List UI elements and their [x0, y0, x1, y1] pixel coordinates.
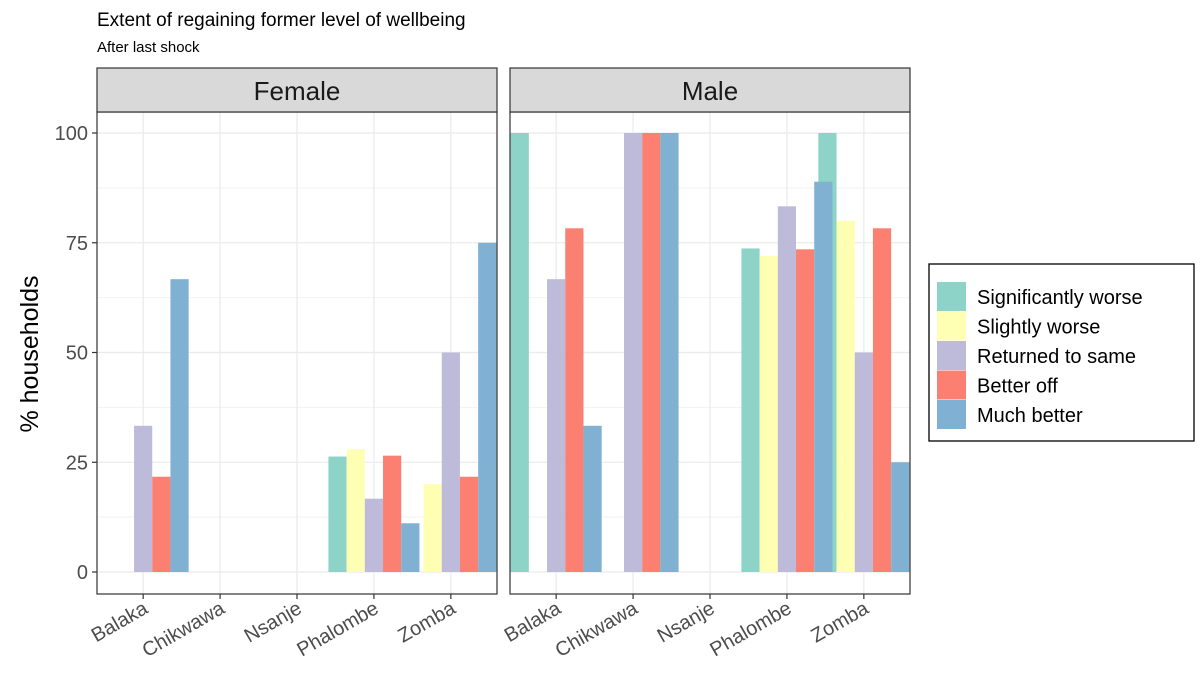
bar-female-balaka-better-off — [152, 476, 171, 572]
legend-key — [937, 311, 966, 341]
x-tick-label: Zomba — [394, 597, 460, 648]
bar-male-phalombe-significantly-worse — [741, 248, 760, 572]
facet-strip-label: Male — [682, 76, 738, 106]
bar-female-zomba-better-off — [459, 476, 479, 572]
facet-strip — [96, 67, 498, 113]
legend-label: Better off — [977, 376, 1058, 398]
y-tick-label: 25 — [66, 452, 88, 474]
x-tick-label: Phalombe — [706, 597, 795, 661]
bar-male-zomba-much-better — [891, 462, 910, 572]
bar-male-balaka-better-off — [565, 228, 584, 572]
bar-male-balaka-returned-to-same — [547, 279, 566, 572]
bar-male-zomba-slightly-worse — [836, 220, 855, 573]
chart-subtitle: After last shock — [97, 39, 200, 56]
x-tick-label: Chikwawa — [139, 597, 230, 662]
bar-male-zomba-returned-to-same — [854, 352, 873, 572]
legend-key — [937, 370, 966, 400]
legend-key — [937, 400, 966, 429]
facet-strip-label: Female — [254, 76, 341, 106]
y-tick-label: 0 — [77, 562, 88, 584]
y-axis-label: % households — [16, 275, 44, 432]
legend-label: Returned to same — [977, 346, 1136, 368]
bar-male-zomba-better-off — [872, 228, 892, 572]
bar-female-balaka-much-better — [170, 279, 189, 572]
bar-female-phalombe-significantly-worse — [328, 456, 347, 572]
facet-strip — [509, 67, 911, 113]
legend: Significantly worse Slightly worse Returne… — [928, 263, 1195, 442]
bar-male-chikwawa-much-better — [660, 133, 679, 572]
bar-female-zomba-returned-to-same — [441, 352, 460, 572]
bar-male-phalombe-returned-to-same — [777, 206, 797, 573]
y-tick-label: 50 — [66, 343, 88, 365]
legend-label: Much better — [977, 405, 1083, 427]
bar-female-phalombe-much-better — [401, 523, 420, 572]
x-tick-label: Zomba — [807, 597, 873, 648]
bar-female-phalombe-returned-to-same — [364, 498, 384, 572]
legend-key — [937, 341, 966, 370]
y-tick-label: 100 — [55, 123, 88, 145]
bar-female-phalombe-slightly-worse — [346, 449, 365, 572]
legend-key — [937, 282, 966, 311]
bar-male-chikwawa-returned-to-same — [623, 133, 643, 572]
bar-male-phalombe-much-better — [814, 181, 833, 572]
bar-female-zomba-much-better — [478, 242, 497, 572]
y-tick-label: 75 — [66, 233, 88, 255]
legend-label: Significantly worse — [977, 287, 1143, 309]
bar-male-phalombe-slightly-worse — [759, 255, 778, 573]
bar-male-phalombe-better-off — [796, 249, 815, 572]
bar-male-chikwawa-better-off — [642, 133, 661, 572]
bar-male-balaka-much-better — [583, 425, 602, 572]
bar-female-zomba-slightly-worse — [423, 484, 442, 572]
bar-female-phalombe-better-off — [383, 455, 402, 572]
legend-label: Slightly worse — [977, 317, 1100, 339]
x-tick-label: Chikwawa — [552, 597, 643, 662]
x-tick-label: Phalombe — [293, 597, 382, 661]
legend-box — [928, 263, 1195, 442]
bar-female-balaka-returned-to-same — [134, 425, 153, 572]
chart-title: Extent of regaining former level of well… — [97, 10, 466, 31]
bar-male-balaka-significantly-worse — [510, 133, 529, 572]
